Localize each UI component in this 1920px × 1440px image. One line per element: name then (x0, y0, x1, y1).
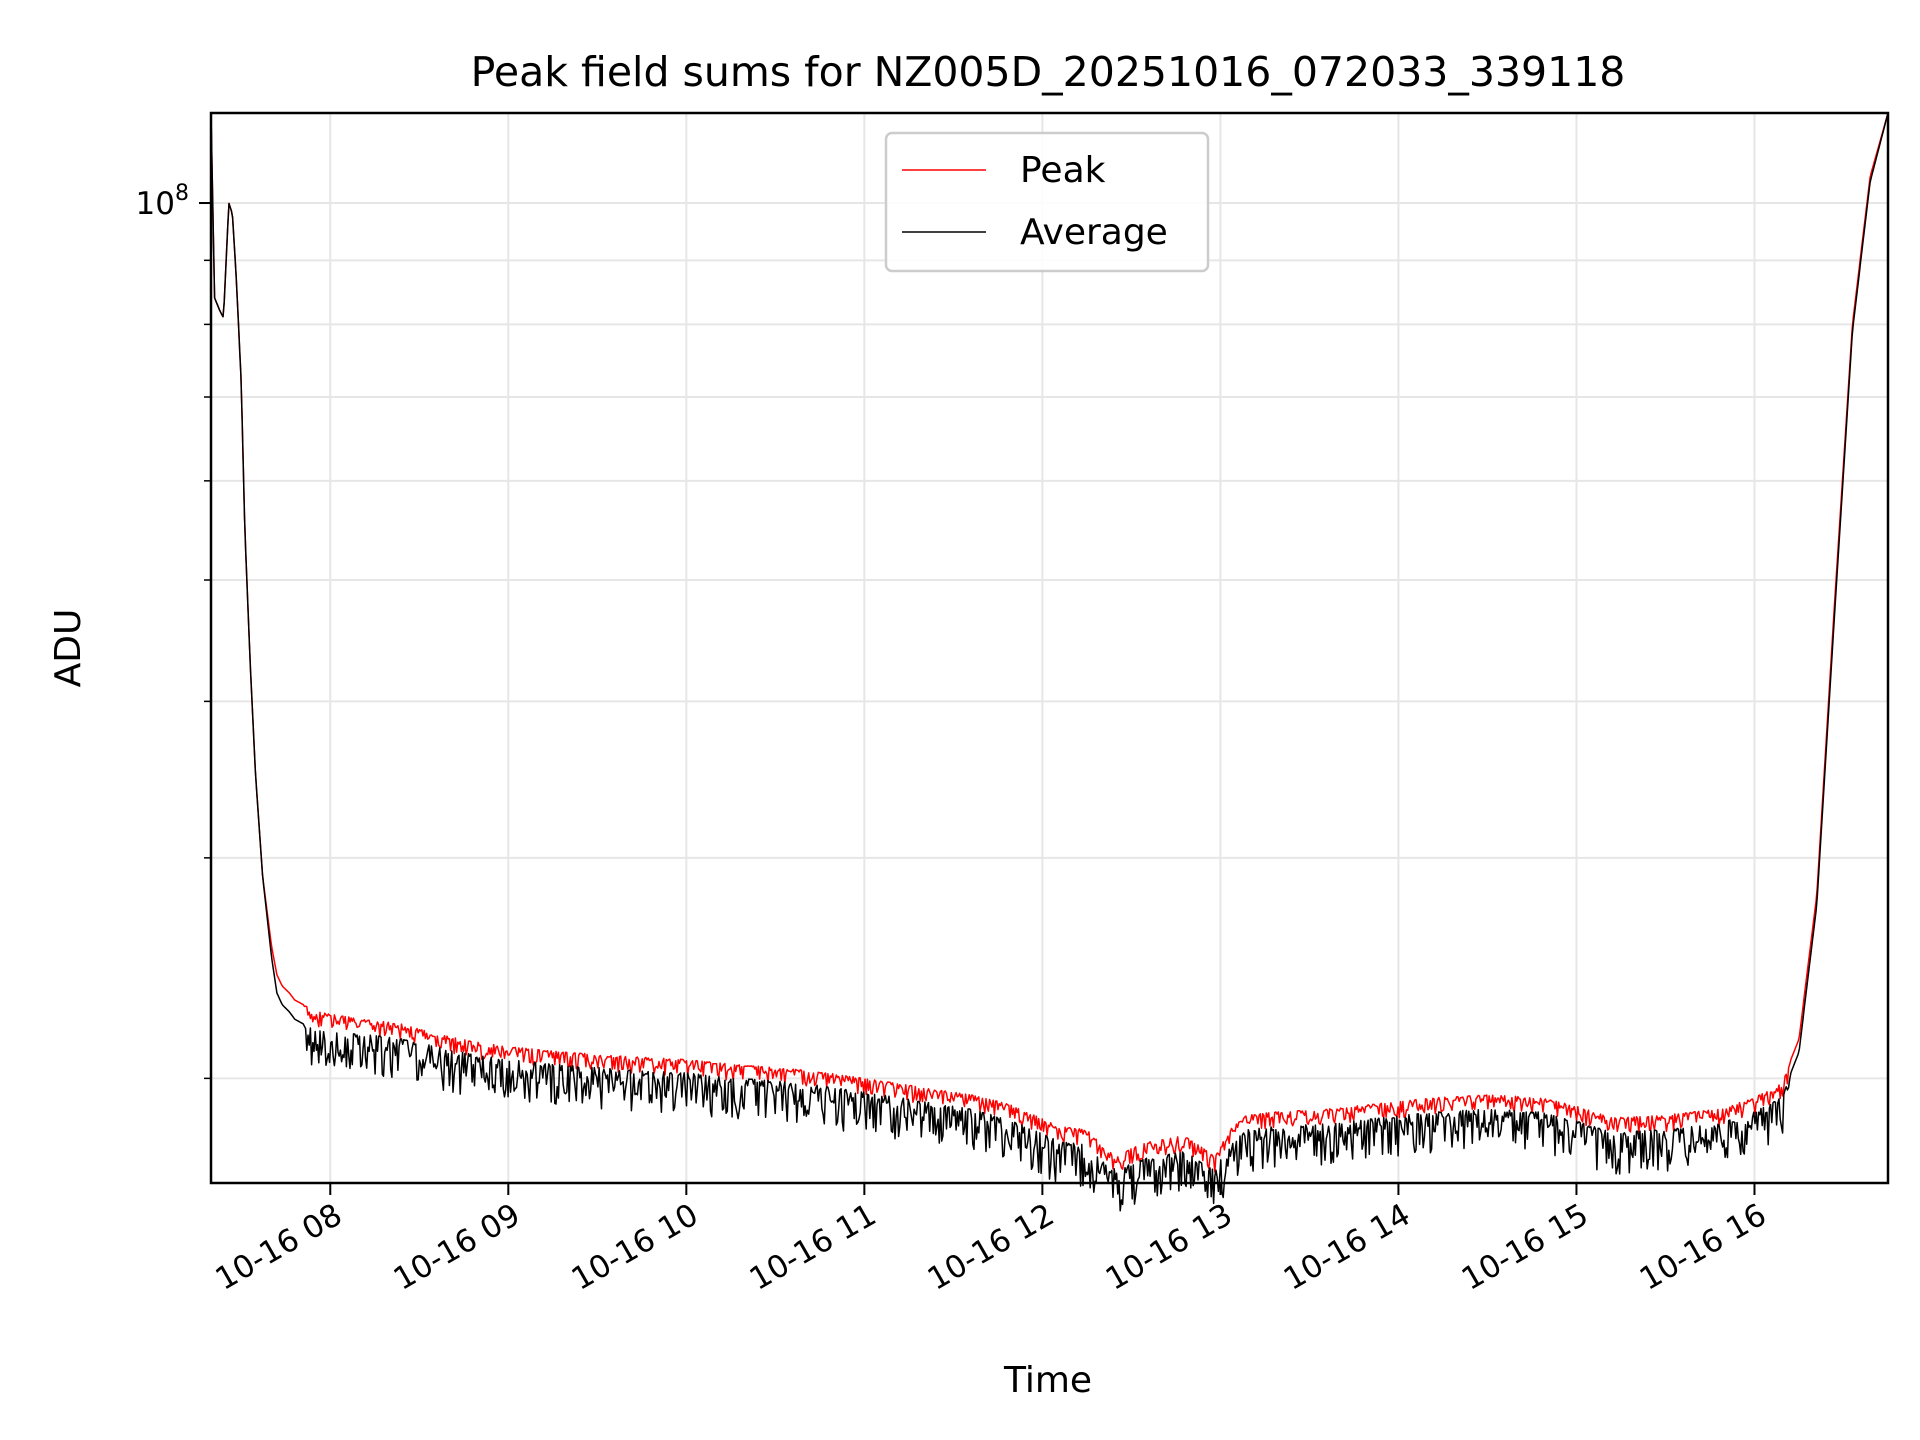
grid (211, 113, 1888, 1183)
x-axis-label: Time (1003, 1360, 1092, 1401)
plot-series (210, 112, 1889, 1212)
series-line-peak (210, 112, 1889, 1173)
y-axis-label: ADU (48, 609, 89, 688)
plot-area (209, 111, 1890, 1185)
series-line-average (210, 112, 1889, 1212)
chart-title: Peak field sums for NZ005D_20251016_0720… (471, 48, 1626, 96)
legend-box (884, 131, 1210, 273)
legend: Peak Average (884, 131, 1210, 273)
legend-label-peak: Peak (1020, 150, 1106, 191)
legend-label-average: Average (1020, 212, 1168, 253)
